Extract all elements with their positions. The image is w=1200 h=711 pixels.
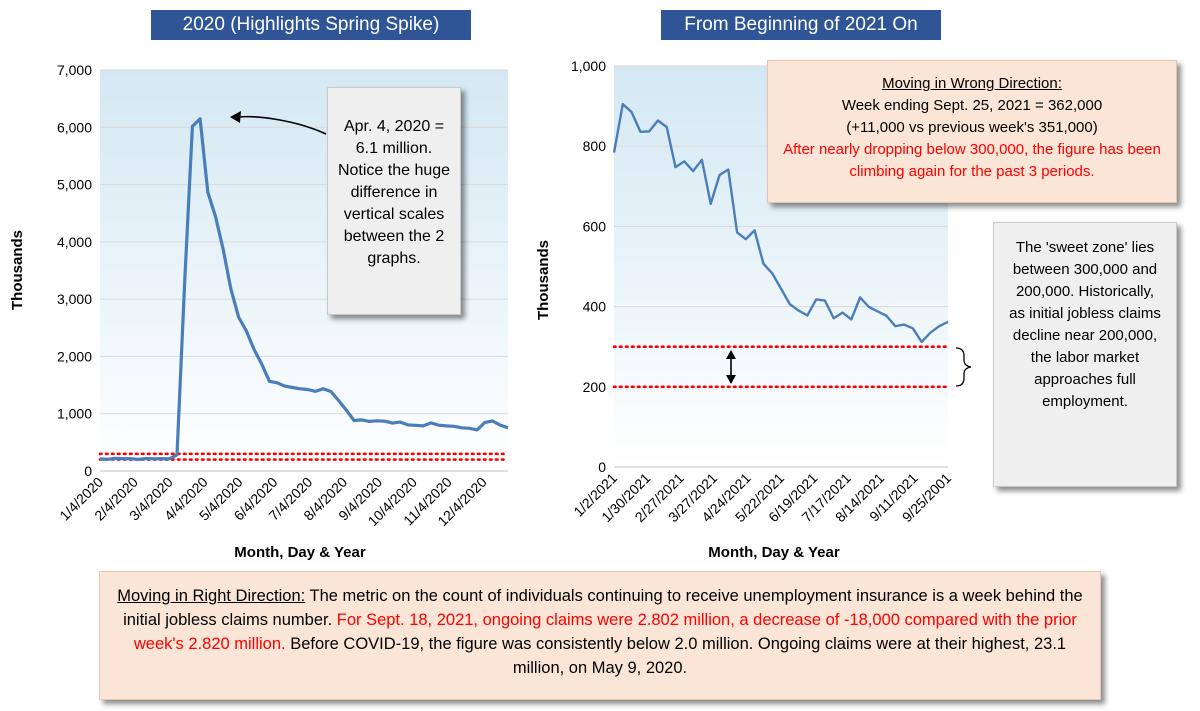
sweet-zone-text: The 'sweet zone' lies between 300,000 an… <box>1009 239 1161 410</box>
chart1-title: 2020 (Highlights Spring Spike) <box>151 10 471 40</box>
spike-callout: Apr. 4, 2020 = 6.1 million. Notice the h… <box>327 87 461 315</box>
chart1-series-line <box>99 117 509 461</box>
wrong-direction-heading: Moving in Wrong Direction: <box>882 75 1062 92</box>
chart1-ytick-label: 0 <box>84 463 92 479</box>
chart2-x-axis-title: Month, Day & Year <box>708 544 840 561</box>
chart1-ytick-label: 3,000 <box>57 291 92 307</box>
chart1-ytick-label: 7,000 <box>57 62 92 78</box>
chart1-x-axis-title: Month, Day & Year <box>234 544 366 561</box>
chart2-title: From Beginning of 2021 On <box>661 10 941 40</box>
right-direction-red: For Sept. 18, 2021, ongoing claims were … <box>133 611 1077 653</box>
right-direction-callout: Moving in Right Direction: The metric on… <box>99 571 1101 700</box>
spike-arrow <box>230 111 327 135</box>
right-direction-heading: Moving in Right Direction: <box>117 587 306 605</box>
wrong-direction-red: After nearly dropping below 300,000, the… <box>783 141 1161 180</box>
chart2-ytick-label: 1,000 <box>571 58 606 74</box>
wrong-direction-line1: Week ending Sept. 25, 2021 = 362,000 <box>841 97 1103 114</box>
chart2-y-axis-title: Thousands <box>535 240 552 320</box>
wrong-direction-line2: (+11,000 vs previous week's 351,000) <box>846 119 1098 136</box>
sweet-zone-arrow <box>726 350 736 384</box>
chart1-ytick-label: 2,000 <box>57 348 92 364</box>
chart1-ytick-label: 1,000 <box>57 406 92 422</box>
chart2-ytick-label: 400 <box>583 299 607 315</box>
sweet-zone-brace <box>955 347 972 387</box>
sweet-zone-callout: The 'sweet zone' lies between 300,000 an… <box>993 222 1177 487</box>
chart2-ytick-label: 200 <box>583 379 607 395</box>
chart1-ytick-label: 6,000 <box>57 119 92 135</box>
chart1-ytick-label: 4,000 <box>57 234 92 250</box>
chart2-ytick-label: 0 <box>598 459 606 475</box>
spike-callout-text: Apr. 4, 2020 = 6.1 million. Notice the h… <box>337 118 451 267</box>
chart1-y-axis-title: Thousands <box>9 230 26 310</box>
right-direction-text2: Before COVID-19, the figure was consiste… <box>285 635 1067 677</box>
chart1-ytick-label: 5,000 <box>57 177 92 193</box>
chart2-ytick-label: 800 <box>583 138 607 154</box>
wrong-direction-callout: Moving in Wrong Direction: Week ending S… <box>767 60 1177 203</box>
right-direction-text1: The metric on the count of individuals c… <box>123 587 1083 629</box>
chart2-ytick-label: 600 <box>583 218 607 234</box>
chart2-series-line <box>612 102 949 344</box>
